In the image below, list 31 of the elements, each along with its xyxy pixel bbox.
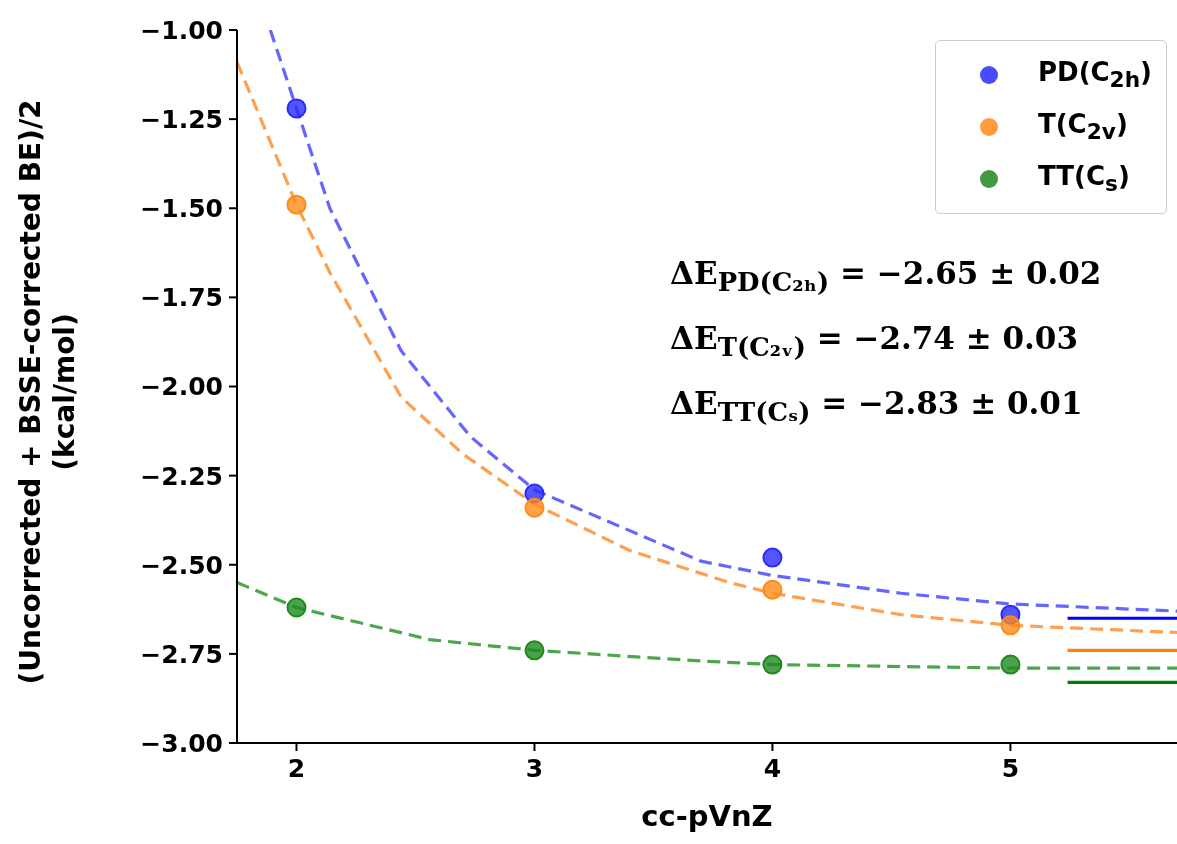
y-tick-label: −2.00 xyxy=(140,372,223,402)
y-tick-label: −2.50 xyxy=(140,550,223,580)
y-tick-label: −3.00 xyxy=(140,728,223,758)
annotation: ΔE$_{PD(C₂ₕ)}$ = −2.65 ± 0.02 xyxy=(670,254,1102,300)
legend-label: TT(C$_{s}$) xyxy=(1038,161,1130,197)
x-tick-label: 2 xyxy=(287,753,306,783)
legend-label: PD(C$_{2h}$) xyxy=(1038,57,1152,93)
point xyxy=(286,597,307,618)
y-tick-label: −1.00 xyxy=(140,15,223,45)
y-tick-label: −2.75 xyxy=(140,639,223,669)
x-tick-label: 3 xyxy=(525,753,544,783)
annotation: ΔE$_{TT(Cₛ)}$ = −2.83 ± 0.01 xyxy=(670,384,1084,430)
point xyxy=(286,194,307,215)
point xyxy=(1000,654,1021,675)
point xyxy=(286,98,307,119)
annotation: ΔE$_{T(C₂ᵥ)}$ = −2.74 ± 0.03 xyxy=(670,319,1079,365)
legend-label: T(C$_{2v}$) xyxy=(1038,109,1128,145)
y-tick-label: −2.25 xyxy=(140,461,223,491)
point xyxy=(762,547,783,568)
y-tick-label: −1.50 xyxy=(140,194,223,224)
point xyxy=(524,640,545,661)
point xyxy=(762,654,783,675)
y-tick-label: −1.75 xyxy=(140,283,223,313)
y-tick-label: −1.25 xyxy=(140,105,223,134)
x-axis-title: cc-pVnZ xyxy=(641,799,773,833)
x-tick-label: 4 xyxy=(763,753,782,783)
y-axis-title: (Uncorrected + BSSE-corrected BE)/2 (kcal/mol) xyxy=(14,99,82,685)
point xyxy=(762,579,783,600)
point xyxy=(1000,615,1021,636)
x-tick-label: 5 xyxy=(1001,753,1020,783)
point xyxy=(524,497,545,518)
